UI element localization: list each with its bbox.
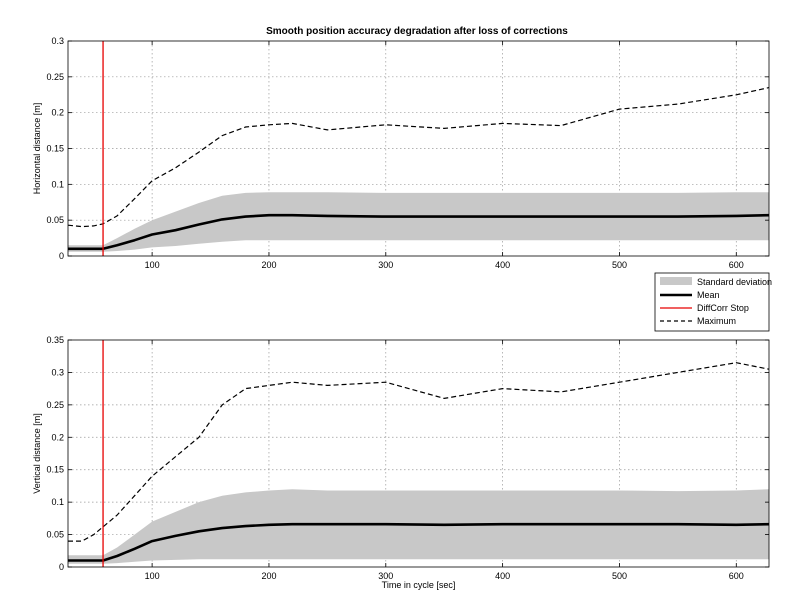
standard-deviation-band bbox=[68, 489, 769, 564]
x-tick-label: 100 bbox=[145, 260, 160, 270]
y-tick-label: 0.3 bbox=[51, 36, 64, 46]
legend-max-label: Maximum bbox=[697, 316, 736, 326]
x-tick-label: 600 bbox=[729, 571, 744, 581]
y-tick-label: 0.25 bbox=[46, 400, 64, 410]
x-tick-label: 400 bbox=[495, 571, 510, 581]
legend-std-label: Standard deviation bbox=[697, 277, 772, 287]
y-tick-label: 0.1 bbox=[51, 179, 64, 189]
y-tick-label: 0 bbox=[59, 251, 64, 261]
y-tick-label: 0.05 bbox=[46, 215, 64, 225]
y-tick-label: 0.35 bbox=[46, 335, 64, 345]
x-tick-label: 300 bbox=[378, 571, 393, 581]
x-tick-label: 200 bbox=[261, 260, 276, 270]
y-tick-label: 0.15 bbox=[46, 144, 64, 154]
mean-line bbox=[68, 213, 770, 251]
x-tick-label: 100 bbox=[145, 571, 160, 581]
y-tick-label: 0.05 bbox=[46, 530, 64, 540]
legend-std-swatch bbox=[660, 277, 692, 285]
x-axis-label: Time in cycle [sec] bbox=[382, 580, 456, 590]
horizontal-distance-plot: 100 200 300 400 500 600 0 0.05 0.1 0.15 0.2 0.25 0.3… bbox=[32, 36, 770, 270]
standard-deviation-band bbox=[68, 192, 769, 252]
x-tick-label: 400 bbox=[495, 260, 510, 270]
mean-line bbox=[68, 522, 770, 562]
x-tick-label: 500 bbox=[612, 571, 627, 581]
y-tick-label: 0.25 bbox=[46, 72, 64, 82]
x-tick-label: 200 bbox=[261, 571, 276, 581]
x-tick-label: 300 bbox=[378, 260, 393, 270]
y-tick-label: 0.3 bbox=[51, 367, 64, 377]
legend: Standard deviation Mean DiffCorr Stop Ma… bbox=[654, 272, 772, 332]
legend-stop-label: DiffCorr Stop bbox=[697, 303, 749, 313]
maximum-line bbox=[67, 87, 770, 228]
y-axis-label: Vertical distance [m] bbox=[32, 413, 42, 494]
y-tick-label: 0.15 bbox=[46, 465, 64, 475]
maximum-line bbox=[68, 362, 770, 542]
x-tick-label: 500 bbox=[612, 260, 627, 270]
plot-frame bbox=[67, 339, 770, 568]
y-tick-label: 0.2 bbox=[51, 432, 64, 442]
legend-mean-label: Mean bbox=[697, 290, 720, 300]
x-tick-label: 600 bbox=[729, 260, 744, 270]
vertical-distance-plot: 100 200 300 400 500 600 0 0.05 0.1 0.15 0.2 0.25 0.3… bbox=[32, 335, 770, 590]
y-tick-label: 0 bbox=[59, 562, 64, 572]
chart-title: Smooth position accuracy degradation aft… bbox=[266, 26, 568, 37]
y-tick-label: 0.2 bbox=[51, 108, 64, 118]
y-axis-label: Horizontal distance [m] bbox=[32, 103, 42, 195]
y-tick-label: 0.1 bbox=[51, 497, 64, 507]
